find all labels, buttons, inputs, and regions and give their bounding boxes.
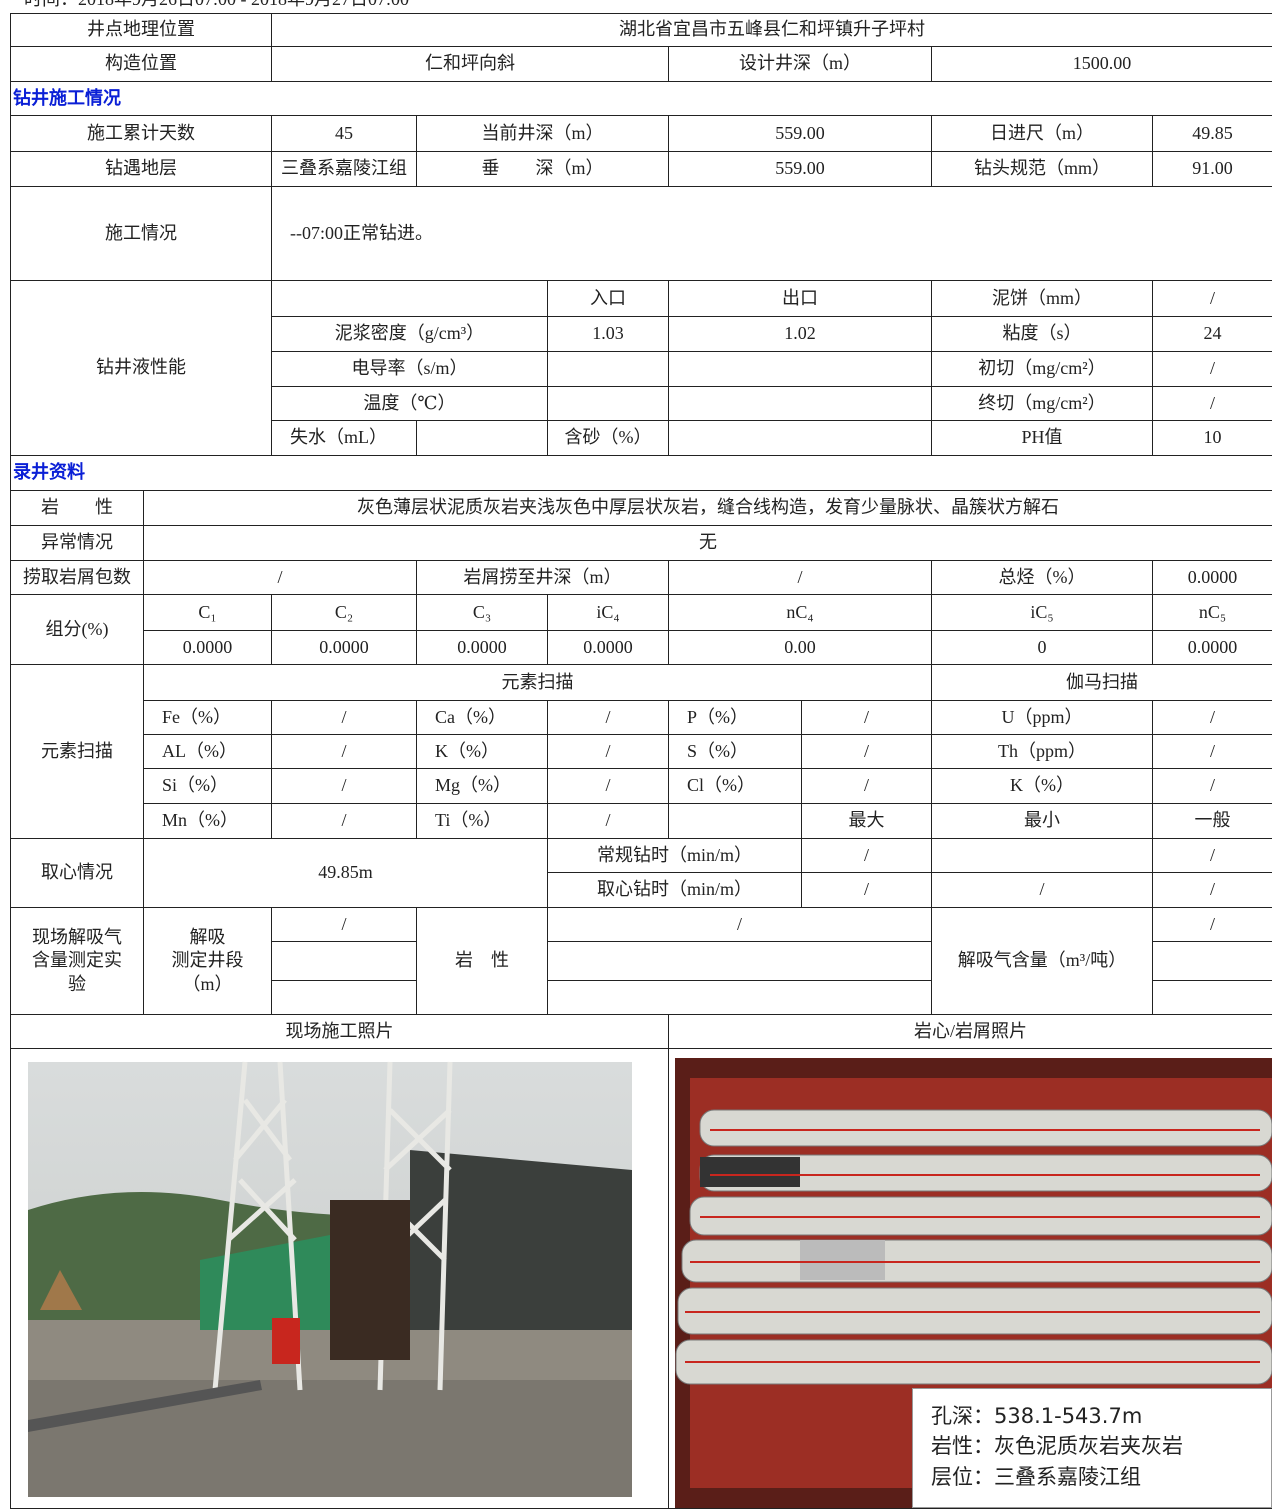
table-cell: 0.0000 — [1152, 630, 1272, 665]
header-time: 时间：2018年9月26日07:00 - 2018年9月27日07:00 — [10, 0, 1272, 12]
caption-line: 岩性：灰色泥质灰岩夹灰岩 — [931, 1434, 1183, 1459]
photo-caption: 孔深：538.1-543.7m 岩性：灰色泥质灰岩夹灰岩 层位：三叠系嘉陵江组 — [912, 1388, 1272, 1508]
site-photo — [28, 1061, 632, 1497]
caption-line: 层位：三叠系嘉陵江组 — [931, 1464, 1141, 1489]
caption-line: 孔深：538.1-543.7m — [931, 1404, 1143, 1428]
table-cell: 一般 — [1152, 803, 1272, 839]
